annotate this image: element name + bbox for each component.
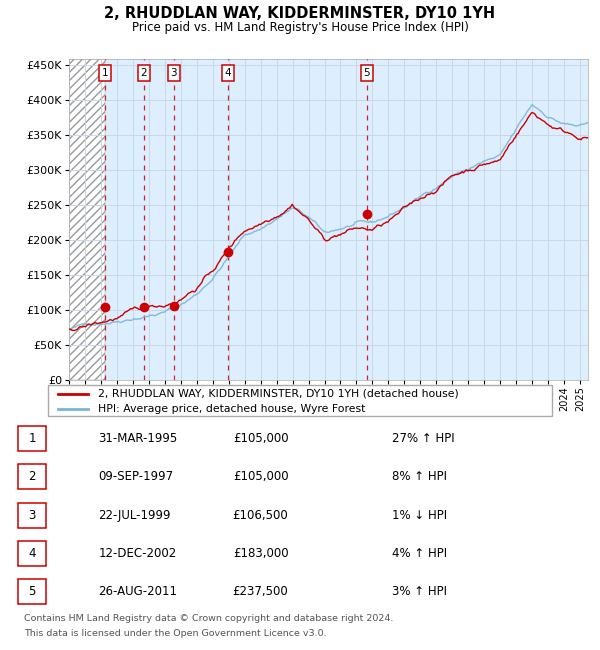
Text: 31-MAR-1995: 31-MAR-1995 (98, 432, 178, 445)
Text: 1: 1 (28, 432, 36, 445)
Text: 26-AUG-2011: 26-AUG-2011 (98, 585, 178, 598)
Text: 3: 3 (28, 508, 36, 521)
Text: 4: 4 (224, 68, 231, 78)
FancyBboxPatch shape (19, 502, 46, 528)
Text: 2, RHUDDLAN WAY, KIDDERMINSTER, DY10 1YH: 2, RHUDDLAN WAY, KIDDERMINSTER, DY10 1YH (104, 6, 496, 21)
Text: Price paid vs. HM Land Registry's House Price Index (HPI): Price paid vs. HM Land Registry's House … (131, 21, 469, 34)
Text: £237,500: £237,500 (233, 585, 289, 598)
FancyBboxPatch shape (19, 579, 46, 604)
FancyBboxPatch shape (19, 464, 46, 489)
Text: 12-DEC-2002: 12-DEC-2002 (98, 547, 176, 560)
Bar (69, 58, 105, 380)
Text: This data is licensed under the Open Government Licence v3.0.: This data is licensed under the Open Gov… (24, 629, 326, 638)
Text: 4% ↑ HPI: 4% ↑ HPI (392, 547, 447, 560)
Text: 4: 4 (28, 547, 36, 560)
Text: £105,000: £105,000 (233, 471, 289, 484)
Text: Contains HM Land Registry data © Crown copyright and database right 2024.: Contains HM Land Registry data © Crown c… (24, 614, 394, 623)
Text: 2, RHUDDLAN WAY, KIDDERMINSTER, DY10 1YH (detached house): 2, RHUDDLAN WAY, KIDDERMINSTER, DY10 1YH… (98, 389, 459, 398)
Text: 1: 1 (101, 68, 108, 78)
Text: 3% ↑ HPI: 3% ↑ HPI (392, 585, 447, 598)
FancyBboxPatch shape (19, 541, 46, 566)
Text: 2: 2 (140, 68, 147, 78)
Text: 1% ↓ HPI: 1% ↓ HPI (392, 508, 447, 521)
Text: £105,000: £105,000 (233, 432, 289, 445)
Text: £183,000: £183,000 (233, 547, 289, 560)
Text: 5: 5 (28, 585, 36, 598)
FancyBboxPatch shape (19, 426, 46, 451)
FancyBboxPatch shape (48, 385, 552, 416)
Text: 5: 5 (364, 68, 370, 78)
Text: 09-SEP-1997: 09-SEP-1997 (98, 471, 173, 484)
Text: 22-JUL-1999: 22-JUL-1999 (98, 508, 171, 521)
Text: 3: 3 (170, 68, 177, 78)
Text: 27% ↑ HPI: 27% ↑ HPI (392, 432, 455, 445)
Text: £106,500: £106,500 (233, 508, 289, 521)
Text: HPI: Average price, detached house, Wyre Forest: HPI: Average price, detached house, Wyre… (98, 404, 366, 414)
Bar (69, 58, 105, 380)
Text: 2: 2 (28, 471, 36, 484)
Text: 8% ↑ HPI: 8% ↑ HPI (392, 471, 447, 484)
